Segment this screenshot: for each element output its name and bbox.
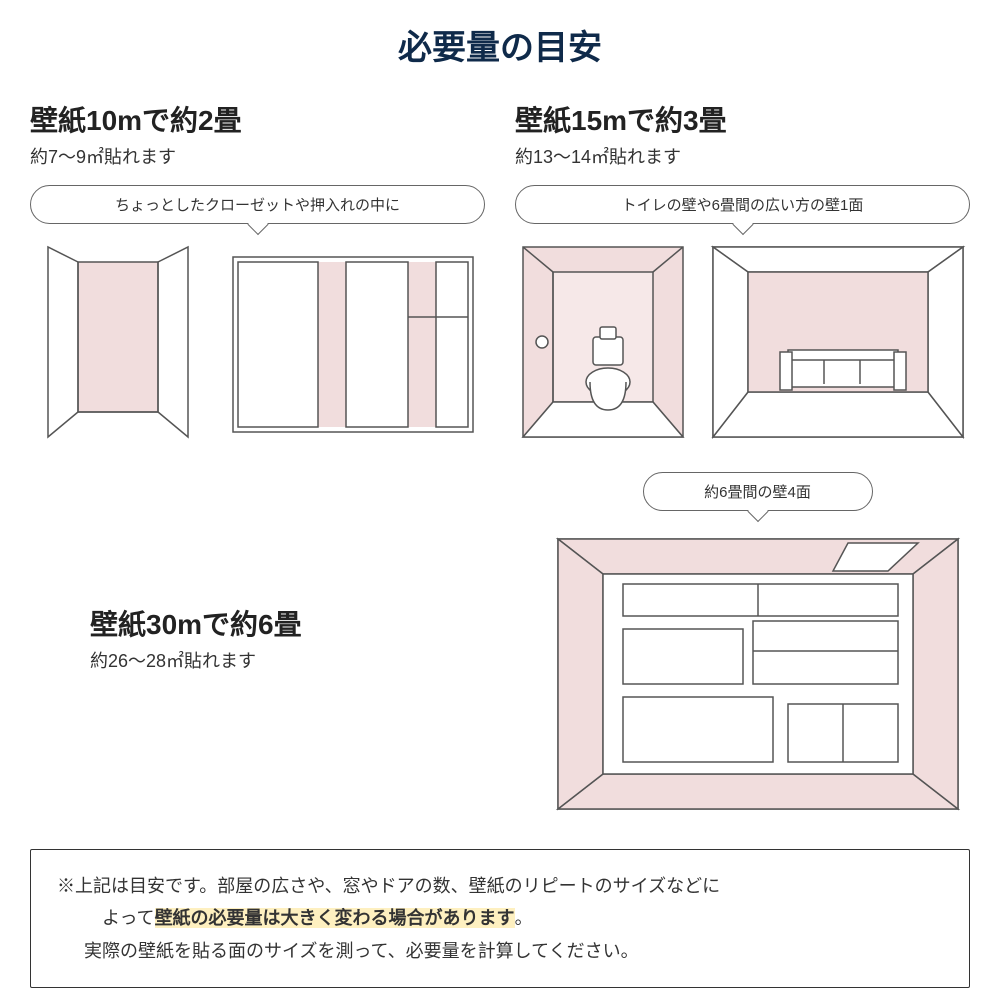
section-title: 壁紙15mで約3畳 — [515, 99, 970, 139]
closet-open-icon — [33, 242, 203, 442]
section-title: 壁紙30mで約6畳 — [90, 603, 515, 643]
section-bubble: ちょっとしたクローゼットや押入れの中に — [30, 185, 485, 224]
note-line2-a: よって — [102, 908, 155, 928]
section-bubble: 約6畳間の壁4面 — [643, 472, 873, 511]
top-sections: 壁紙10mで約2畳 約7～9㎡貼れます ちょっとしたクローゼットや押入れの中に — [30, 99, 970, 442]
closet-sliding-icon — [223, 242, 483, 442]
section-subtitle: 約7～9㎡貼れます — [30, 143, 485, 169]
section-10m: 壁紙10mで約2畳 約7～9㎡貼れます ちょっとしたクローゼットや押入れの中に — [30, 99, 485, 442]
section-subtitle: 約13～14㎡貼れます — [515, 143, 970, 169]
note-highlight: 壁紙の必要量は大きく変わる場合があります — [155, 908, 515, 928]
illustration-row — [515, 242, 970, 442]
section-30m-text: 壁紙30mで約6畳 約26～28㎡貼れます — [30, 603, 515, 689]
section-30m-illus: 約6畳間の壁4面 — [545, 472, 970, 819]
section-subtitle: 約26～28㎡貼れます — [90, 647, 515, 673]
main-title: 必要量の目安 — [30, 20, 970, 69]
toilet-room-icon — [518, 242, 688, 442]
disclaimer-box: ※上記は目安です。部屋の広さや、窓やドアの数、壁紙のリピートのサイズなどに よっ… — [30, 849, 970, 988]
note-line3: 実際の壁紙を貼る面のサイズを測って、必要量を計算してください。 — [57, 935, 943, 967]
section-15m: 壁紙15mで約3畳 約13～14㎡貼れます トイレの壁や6畳間の広い方の壁1面 — [515, 99, 970, 442]
living-room-icon — [708, 242, 968, 442]
section-title: 壁紙10mで約2畳 — [30, 99, 485, 139]
illustration-row — [30, 242, 485, 442]
note-line1: ※上記は目安です。部屋の広さや、窓やドアの数、壁紙のリピートのサイズなどに — [57, 870, 943, 902]
room-4walls-icon — [548, 529, 968, 819]
note-line2: よって壁紙の必要量は大きく変わる場合があります。 — [57, 902, 943, 934]
note-line3-text: 実際の壁紙を貼る面のサイズを測って、必要量を計算してください。 — [84, 941, 639, 961]
bottom-section: 壁紙30mで約6畳 約26～28㎡貼れます 約6畳間の壁4面 — [30, 472, 970, 819]
section-bubble: トイレの壁や6畳間の広い方の壁1面 — [515, 185, 970, 224]
note-line2-b: 。 — [515, 908, 533, 928]
